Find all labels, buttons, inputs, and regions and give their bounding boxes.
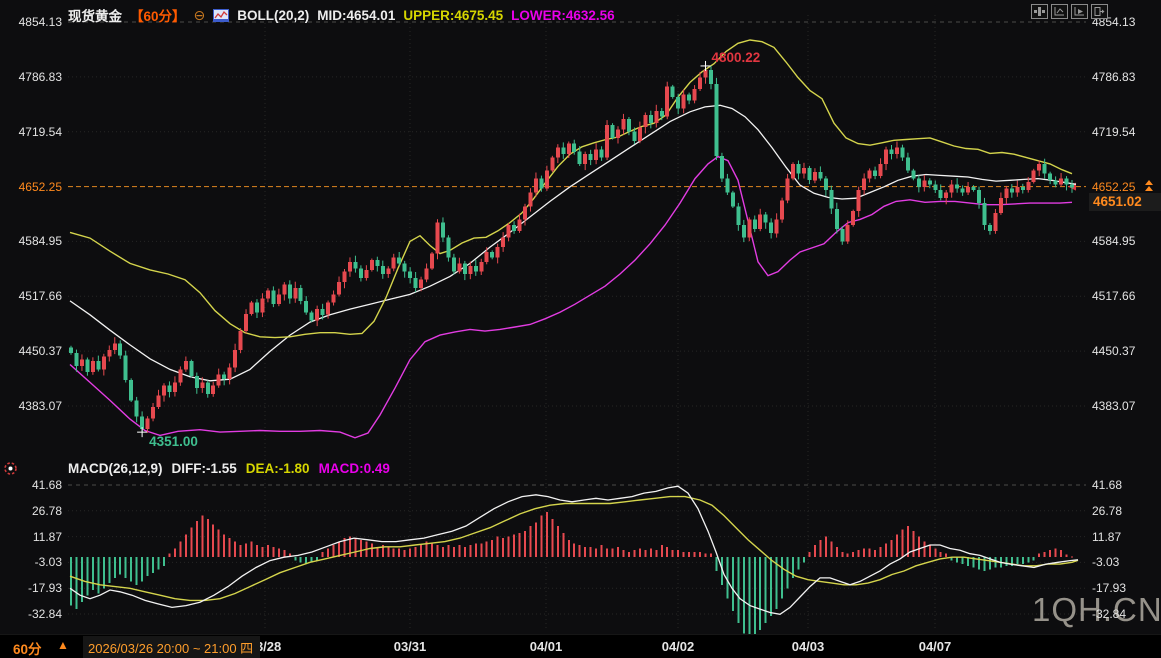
boll-lower-value: LOWER:4632.56 bbox=[511, 7, 615, 23]
macd-diff-value: DIFF:-1.55 bbox=[171, 461, 237, 476]
macd-axis-label: 41.68 bbox=[1092, 478, 1123, 492]
macd-axis-label: -32.84 bbox=[1092, 607, 1127, 621]
axis-scale-icon[interactable] bbox=[1051, 4, 1068, 19]
price-axis-label: 4786.83 bbox=[18, 69, 62, 84]
price-axis-label: 4719.54 bbox=[1092, 124, 1136, 139]
price-axis-label: 4786.83 bbox=[1092, 69, 1136, 84]
indicator-target-icon[interactable] bbox=[3, 461, 18, 481]
macd-axis-label: -17.93 bbox=[1092, 581, 1127, 596]
price-axis-label: 4584.95 bbox=[18, 234, 62, 249]
svg-text:4800.22: 4800.22 bbox=[712, 50, 761, 65]
price-axis-label: 4517.66 bbox=[1092, 289, 1136, 304]
macd-header: MACD(26,12,9) DIFF:-1.55 DEA:-1.80 MACD:… bbox=[68, 461, 390, 476]
price-axis-label: 4854.13 bbox=[18, 15, 62, 29]
price-axis-label: 4719.54 bbox=[18, 124, 62, 139]
chart-toolbar bbox=[1031, 4, 1108, 19]
timeframe-dropdown-icon[interactable]: ▲ bbox=[57, 638, 69, 652]
price-axis-label: 4517.66 bbox=[18, 289, 62, 304]
price-axis-label: 4383.07 bbox=[1092, 399, 1136, 413]
macd-axis-label: 11.87 bbox=[32, 529, 62, 544]
boll-mid-value: MID:4654.01 bbox=[317, 7, 396, 23]
price-axis-label: 4450.37 bbox=[1092, 344, 1136, 359]
hover-time-tooltip: 2026/03/26 20:00 ~ 21:00 四 bbox=[83, 636, 261, 658]
macd-axis-label: -17.93 bbox=[27, 581, 62, 596]
date-tick-label: 03/31 bbox=[393, 639, 427, 654]
price-alert-icon[interactable] bbox=[1141, 178, 1157, 199]
period-tag[interactable]: 【60分】 bbox=[130, 9, 186, 24]
price-axis-label: 4652.25 bbox=[1092, 179, 1136, 194]
symbol-name: 现货黄金 bbox=[68, 9, 122, 24]
collapse-indicator-icon[interactable]: ⊖ bbox=[193, 6, 206, 23]
chart-header: 现货黄金 【60分】 ⊖ BOLL(20,2) MID:4654.01 UPPE… bbox=[68, 5, 615, 25]
svg-text:4351.00: 4351.00 bbox=[149, 434, 198, 449]
macd-axis-label: -3.03 bbox=[34, 555, 62, 570]
chart-forward-icon[interactable] bbox=[1071, 4, 1088, 19]
macd-indicator-label: MACD(26,12,9) bbox=[68, 461, 163, 476]
macd-axis-label: -32.84 bbox=[27, 607, 62, 621]
timeline-bar: 60分 ▲ 2026/03/26 20:00 ~ 21:00 四 03/28 03… bbox=[0, 634, 1161, 658]
price-axis-label: 4383.07 bbox=[18, 399, 62, 413]
layout-grid-icon[interactable] bbox=[1031, 4, 1048, 19]
price-axis-label: 4652.25 bbox=[18, 179, 62, 194]
last-price-tag: 4651.02 bbox=[1089, 193, 1161, 211]
date-tick-label: 04/02 bbox=[661, 639, 695, 654]
timeframe-label[interactable]: 60分 bbox=[13, 642, 42, 657]
price-axis-label: 4450.37 bbox=[18, 344, 62, 359]
date-tick-label: 04/01 bbox=[529, 639, 563, 654]
pane-expand-icon[interactable] bbox=[1091, 4, 1108, 19]
boll-upper-value: UPPER:4675.45 bbox=[403, 7, 504, 23]
macd-axis-label: 41.68 bbox=[31, 478, 62, 492]
price-axis-label: 4584.95 bbox=[1092, 234, 1136, 249]
date-tick-label: 04/03 bbox=[791, 639, 825, 654]
macd-axis-label: 26.78 bbox=[31, 503, 62, 518]
boll-indicator-label: BOLL(20,2) bbox=[237, 7, 310, 23]
mini-chart-icon[interactable] bbox=[213, 8, 230, 22]
site-watermark: 1QH.CN bbox=[1032, 591, 1161, 628]
macd-dea-value: DEA:-1.80 bbox=[245, 461, 310, 476]
macd-axis-label: 11.87 bbox=[1092, 529, 1122, 544]
macd-macd-value: MACD:0.49 bbox=[318, 461, 390, 476]
macd-axis-label: -3.03 bbox=[1092, 555, 1120, 570]
macd-axis-label: 26.78 bbox=[1092, 503, 1123, 518]
date-tick-label: 04/07 bbox=[918, 639, 952, 654]
